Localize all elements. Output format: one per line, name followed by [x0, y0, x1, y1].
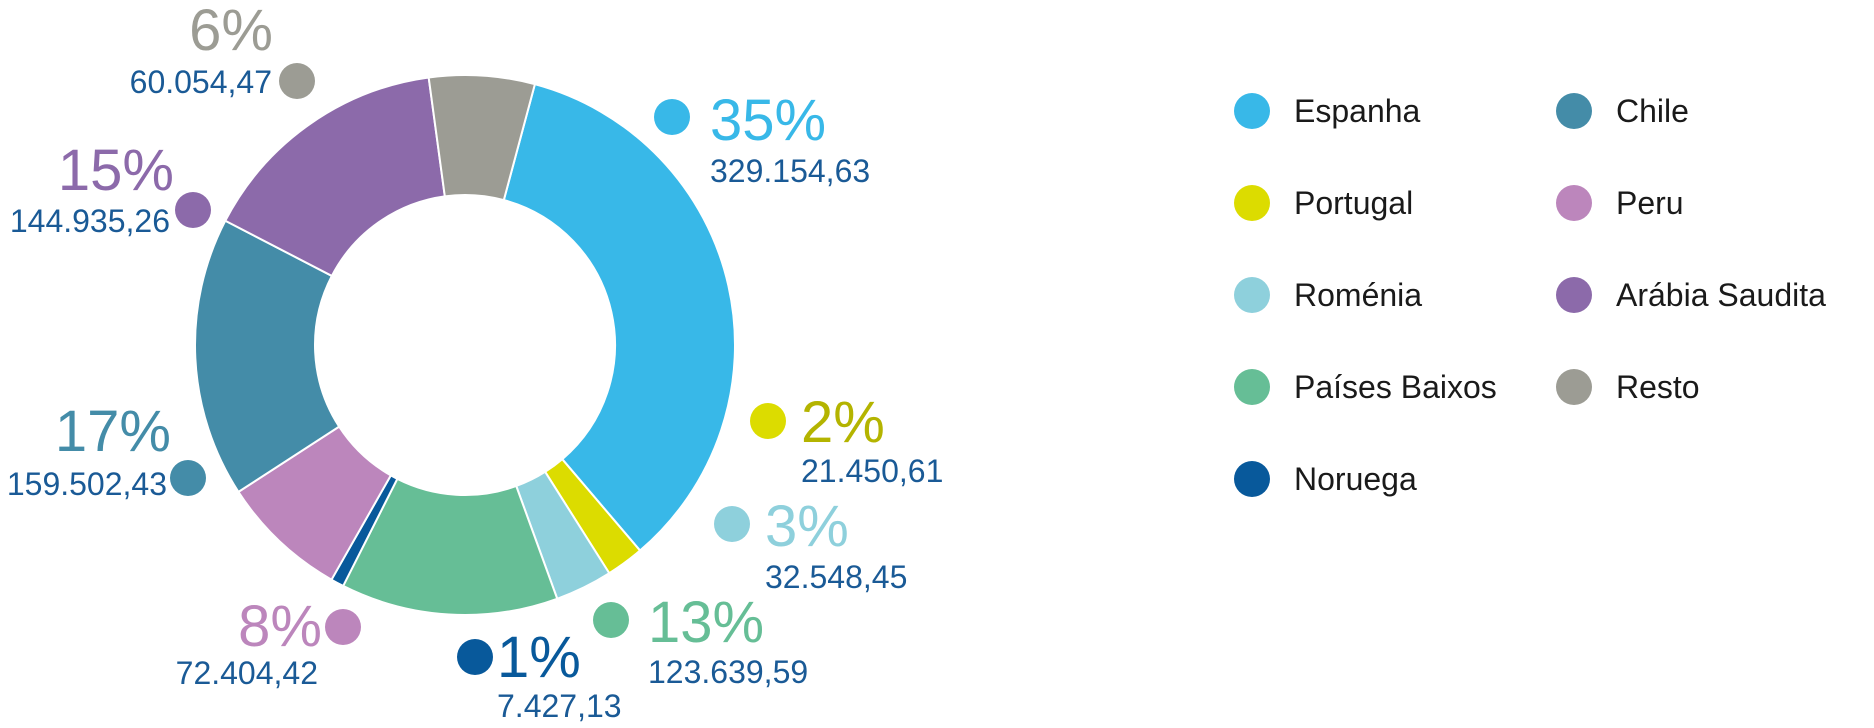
legend-swatch-portugal — [1234, 185, 1270, 221]
legend-label-romenia: Roménia — [1294, 277, 1422, 313]
percent-label-paises-baixos: 13% — [648, 590, 764, 655]
value-label-resto: 60.054,47 — [130, 64, 272, 100]
donut-slices — [194, 74, 736, 616]
legend-swatch-resto — [1556, 369, 1592, 405]
legend-label-portugal: Portugal — [1294, 185, 1413, 221]
value-label-peru: 72.404,42 — [176, 655, 318, 691]
label-dot-espanha — [654, 99, 690, 135]
slice-labels: 35%329.154,63 2%21.450,61 3%32.548,4513%12… — [7, 0, 944, 724]
value-label-portugal: 21.450,61 — [801, 453, 943, 489]
slice-espanha — [502, 82, 736, 552]
legend-label-espanha: Espanha — [1294, 93, 1421, 129]
legend-swatch-paises-baixos — [1234, 369, 1270, 405]
legend-label-paises-baixos: Países Baixos — [1294, 369, 1497, 405]
value-label-arabia-saudita: 144.935,26 — [10, 203, 170, 239]
percent-label-chile: 17% — [55, 399, 171, 464]
value-label-noruega: 7.427,13 — [497, 688, 622, 724]
legend-label-resto: Resto — [1616, 369, 1700, 405]
percent-label-peru: 8% — [238, 594, 322, 659]
label-dot-resto — [279, 63, 315, 99]
legend-label-peru: Peru — [1616, 185, 1684, 221]
legend-swatch-peru — [1556, 185, 1592, 221]
value-label-chile: 159.502,43 — [7, 466, 167, 502]
percent-label-espanha: 35% — [710, 88, 826, 153]
label-dot-paises-baixos — [593, 602, 629, 638]
label-dot-chile — [170, 460, 206, 496]
percent-label-resto: 6% — [189, 0, 273, 63]
label-dot-noruega — [457, 639, 493, 675]
percent-label-portugal: 2% — [801, 390, 885, 455]
percent-label-noruega: 1% — [497, 625, 581, 690]
legend-label-noruega: Noruega — [1294, 461, 1417, 497]
legend-swatch-romenia — [1234, 277, 1270, 313]
legend-swatch-chile — [1556, 93, 1592, 129]
legend-swatch-noruega — [1234, 461, 1270, 497]
label-dot-arabia-saudita — [175, 192, 211, 228]
value-label-romenia: 32.548,45 — [765, 559, 907, 595]
label-dot-romenia — [714, 506, 750, 542]
slice-resto — [427, 74, 537, 202]
value-label-espanha: 329.154,63 — [710, 153, 870, 189]
percent-label-arabia-saudita: 15% — [58, 138, 174, 203]
label-dot-portugal — [750, 403, 786, 439]
legend-swatch-arabia-saudita — [1556, 277, 1592, 313]
slice-chile — [194, 219, 341, 494]
value-label-paises-baixos: 123.639,59 — [648, 654, 808, 690]
legend-swatch-espanha — [1234, 93, 1270, 129]
label-dot-peru — [325, 609, 361, 645]
legend: Espanha Portugal Roménia Países Baixos Norue… — [1234, 93, 1826, 497]
legend-label-chile: Chile — [1616, 93, 1689, 129]
legend-label-arabia-saudita: Arábia Saudita — [1616, 277, 1826, 313]
percent-label-romenia: 3% — [765, 494, 849, 559]
